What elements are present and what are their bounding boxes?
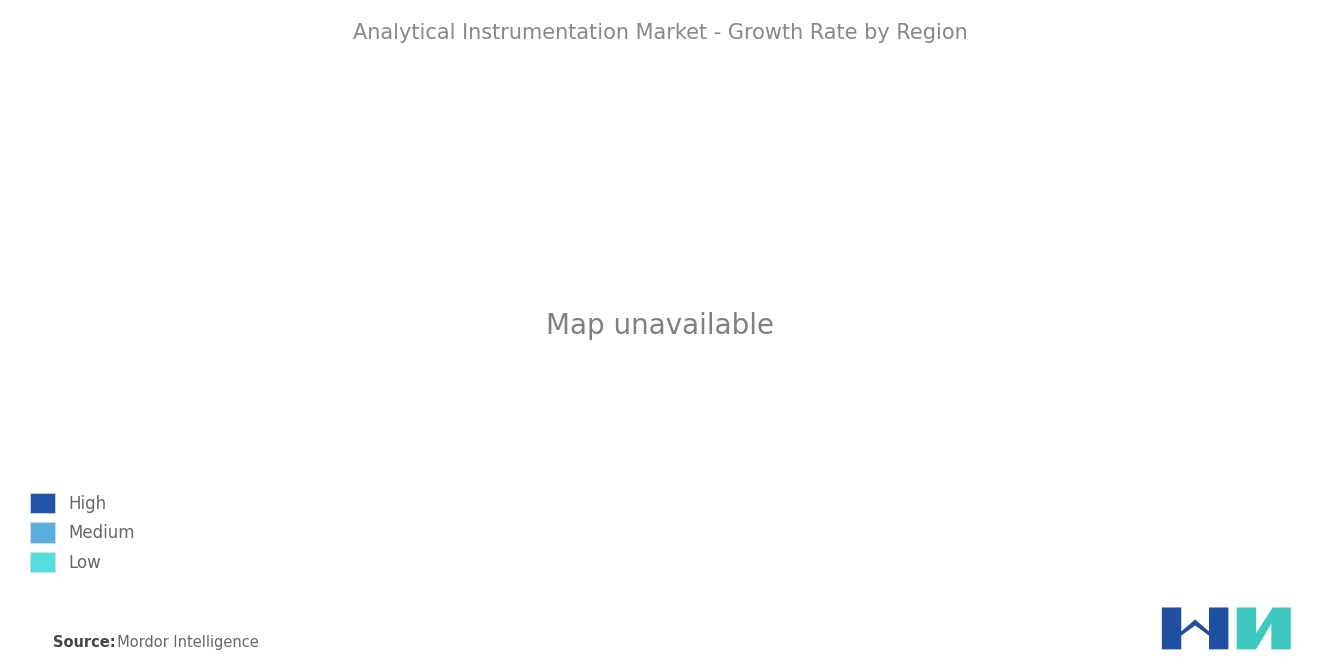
Polygon shape: [1162, 608, 1229, 649]
Legend: High, Medium, Low: High, Medium, Low: [21, 485, 143, 581]
Text: Analytical Instrumentation Market - Growth Rate by Region: Analytical Instrumentation Market - Grow…: [352, 23, 968, 43]
Polygon shape: [1237, 608, 1291, 649]
Text: Source:: Source:: [53, 635, 115, 650]
Text: Mordor Intelligence: Mordor Intelligence: [108, 635, 259, 650]
Text: Map unavailable: Map unavailable: [546, 312, 774, 340]
